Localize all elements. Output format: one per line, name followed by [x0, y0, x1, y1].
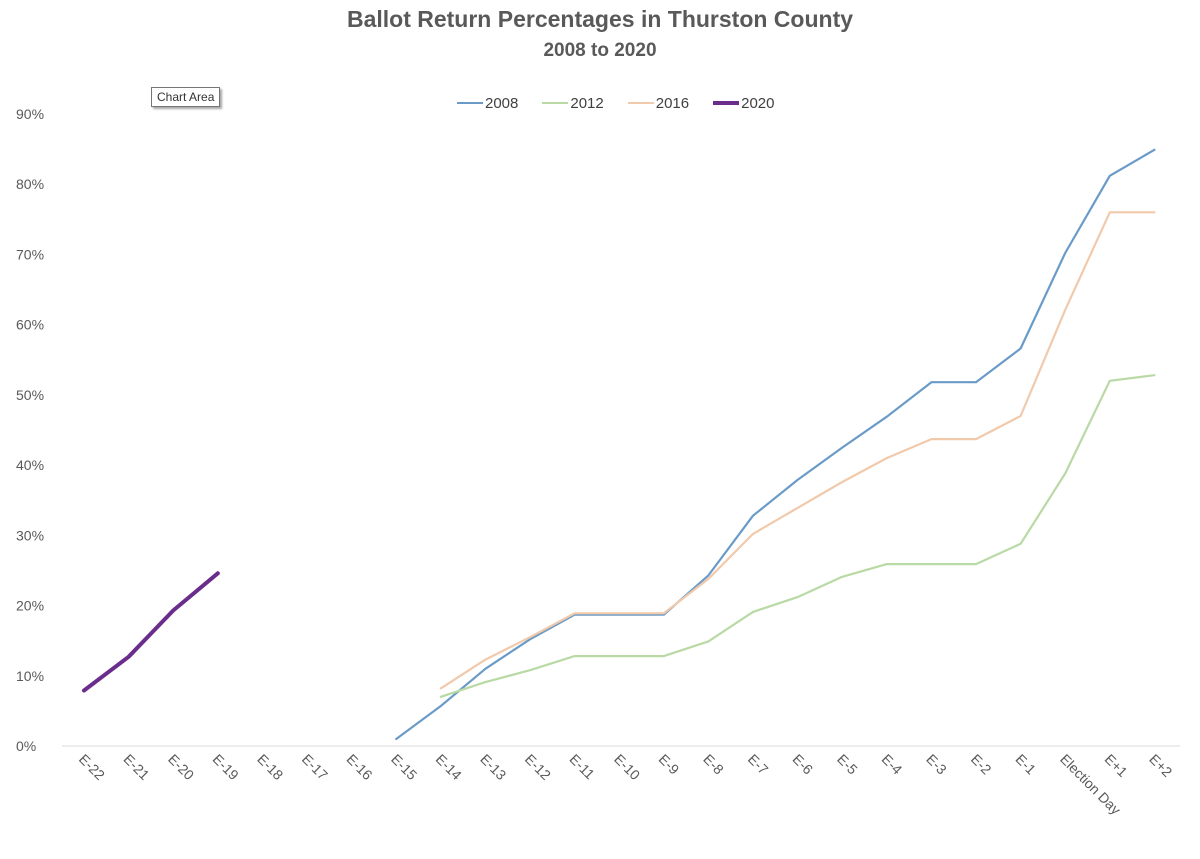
y-tick-label: 0% — [16, 738, 36, 754]
y-tick-label: 50% — [16, 387, 44, 403]
legend-item-2008[interactable]: 2008 — [457, 95, 518, 112]
x-tick-label: E-16 — [343, 751, 375, 783]
x-tick-label: E-18 — [254, 751, 286, 783]
x-tick-label: E-15 — [388, 751, 420, 783]
y-tick-label: 30% — [16, 527, 44, 543]
y-tick-label: 20% — [16, 598, 44, 614]
x-tick-label: E-5 — [834, 751, 861, 778]
series-line-2020[interactable] — [82, 571, 220, 693]
x-tick-label: E-10 — [611, 751, 643, 783]
x-tick-label: E-1 — [1012, 751, 1039, 778]
legend-item-2016[interactable]: 2016 — [627, 94, 690, 112]
x-tick-label: E-20 — [165, 751, 197, 783]
chart-legend[interactable]: 2008 2012 2016 2020 — [457, 93, 799, 113]
legend-item-2012[interactable]: 2012 — [542, 94, 604, 112]
series-line-2012[interactable] — [439, 374, 1156, 698]
y-tick-label: 90% — [16, 106, 44, 122]
series-lines — [82, 148, 1156, 741]
y-tick-label: 40% — [16, 457, 44, 473]
x-tick-label: E-17 — [299, 751, 331, 783]
y-tick-label: 70% — [16, 246, 44, 262]
y-axis-tick-labels: 0% 10% 20% 30% 40% 50% 60% 70% 80% 90% — [16, 106, 44, 754]
chart-area-tooltip: Chart Area — [151, 87, 221, 107]
x-tick-label: E-19 — [210, 751, 242, 783]
x-tick-label: E-12 — [522, 751, 554, 783]
legend-swatch-2020 — [713, 101, 740, 105]
x-tick-label: E-8 — [700, 751, 727, 778]
x-tick-label: E-9 — [656, 751, 683, 778]
legend-swatch-2008 — [457, 102, 483, 104]
legend-item-2020[interactable]: 2020 — [713, 94, 775, 112]
x-tick-label: E-3 — [923, 751, 950, 778]
x-tick-label: E+1 — [1102, 751, 1131, 780]
x-tick-label: E-6 — [789, 751, 816, 778]
legend-swatch-2016 — [627, 102, 654, 104]
x-tick-label: E-21 — [120, 751, 152, 783]
legend-label-2016: 2016 — [655, 94, 690, 112]
x-tick-label: E-11 — [566, 751, 598, 783]
legend-label-2020: 2020 — [741, 94, 775, 112]
chart-title: Ballot Return Percentages in Thurston Co… — [346, 6, 854, 32]
legend-swatch-2012 — [542, 102, 569, 104]
chart-subtitle: 2008 to 2020 — [543, 40, 657, 61]
x-tick-label: E-2 — [968, 751, 995, 778]
y-tick-label: 10% — [16, 668, 44, 684]
y-tick-label: 80% — [16, 176, 44, 192]
series-line-2008[interactable] — [395, 148, 1156, 741]
x-tick-label: E-14 — [433, 751, 465, 783]
x-tick-label: E-4 — [879, 751, 906, 778]
series-line-2016[interactable] — [439, 211, 1156, 690]
x-tick-label: E-22 — [76, 751, 108, 783]
x-tick-label: E-7 — [745, 751, 772, 778]
y-tick-label: 60% — [16, 317, 44, 333]
legend-label-2012: 2012 — [570, 94, 604, 112]
x-axis-tick-labels: E-22 E-21 E-20 E-19 E-18 E-17 E-16 E-15 E-14 E-13… — [76, 751, 1176, 818]
x-tick-label: E+2 — [1146, 751, 1175, 780]
legend-label-2008: 2008 — [485, 94, 519, 112]
x-tick-label: E-13 — [477, 751, 509, 783]
